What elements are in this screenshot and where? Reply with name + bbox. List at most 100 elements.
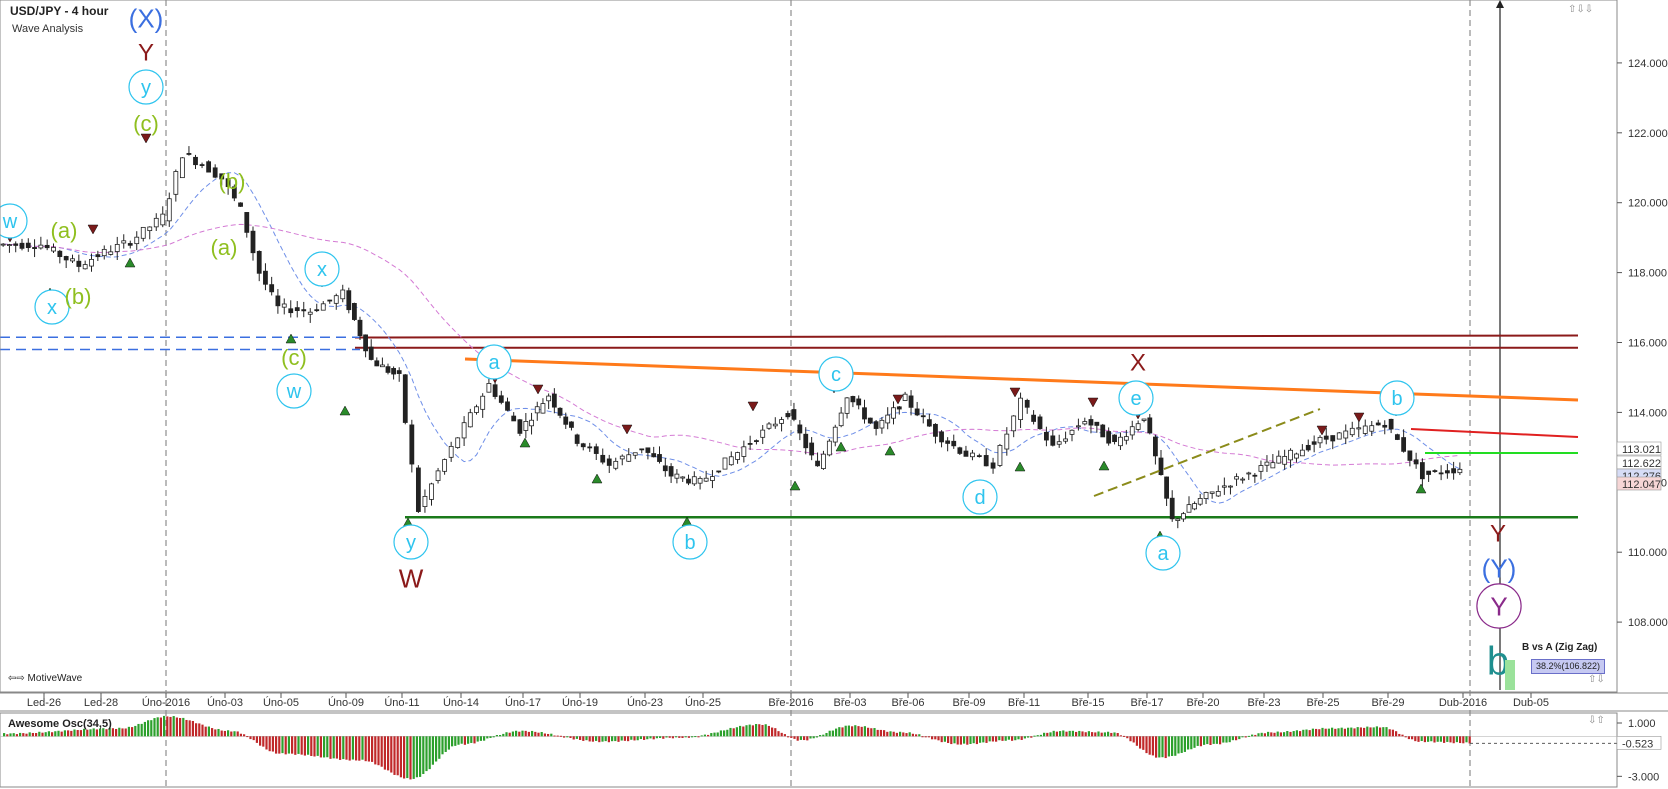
- wave-label-c: c: [818, 356, 854, 392]
- osc-bar: [1334, 728, 1337, 737]
- candle-body: [657, 454, 662, 462]
- wave-text: (b): [219, 169, 246, 194]
- wave-label-y: y: [128, 69, 164, 105]
- osc-bar: [86, 729, 89, 737]
- osc-bar: [771, 727, 774, 737]
- osc-value-text: -0.523: [1622, 738, 1653, 750]
- candle-body: [803, 433, 809, 449]
- osc-bar: [723, 730, 726, 737]
- osc-bar: [15, 734, 18, 737]
- osc-bar: [1129, 736, 1132, 742]
- osc-bar: [121, 728, 124, 737]
- osc-bar: [1337, 728, 1340, 737]
- wave-label-a: a: [476, 344, 512, 380]
- candle-body: [1050, 435, 1056, 446]
- osc-bar: [1148, 736, 1151, 755]
- osc-bar: [159, 717, 162, 737]
- osc-bar: [1327, 728, 1330, 737]
- osc-bar: [143, 721, 146, 737]
- osc-bar: [943, 736, 946, 742]
- osc-bar: [1087, 731, 1090, 737]
- wave-circle: [276, 373, 312, 409]
- window-controls-bottom[interactable]: ⇧⇩: [1588, 674, 1605, 685]
- trend-lines[interactable]: [464, 357, 1579, 497]
- wave-label-a: a: [1145, 535, 1181, 571]
- osc-bar: [924, 736, 927, 738]
- osc-bar: [1465, 736, 1468, 743]
- candle-body: [13, 243, 19, 246]
- candle-body: [275, 295, 281, 307]
- osc-tick-label: 1.000: [1628, 718, 1656, 730]
- wave-label-d: d: [962, 479, 998, 515]
- y-tick-label: 110.000: [1628, 547, 1667, 559]
- osc-bar: [550, 733, 553, 737]
- osc-bar: [262, 736, 265, 747]
- osc-bar: [988, 736, 991, 742]
- osc-bar: [671, 736, 674, 739]
- candle-body: [826, 440, 832, 456]
- osc-bar: [166, 716, 169, 737]
- candle-body: [1311, 441, 1317, 445]
- candle-body: [82, 264, 88, 270]
- osc-bar: [1286, 731, 1289, 737]
- chart-subtitle: Wave Analysis: [12, 23, 84, 35]
- osc-bar: [614, 736, 617, 742]
- window-controls-osc[interactable]: ⇩⇧: [1588, 715, 1605, 726]
- osc-bar: [844, 725, 847, 737]
- candle-body: [225, 178, 231, 188]
- osc-bar: [403, 736, 406, 779]
- candle-body: [320, 303, 326, 311]
- osc-bar: [271, 736, 274, 752]
- osc-bar: [1235, 736, 1238, 741]
- candle-body: [505, 401, 510, 411]
- candle-body: [351, 303, 357, 320]
- osc-bar: [486, 736, 489, 739]
- red-short-line[interactable]: [1410, 428, 1579, 438]
- candle-body: [385, 366, 391, 373]
- candle-body: [1375, 422, 1381, 426]
- osc-bar: [870, 728, 873, 737]
- candle-body: [908, 395, 914, 408]
- wave-text: (c): [281, 345, 307, 370]
- osc-bar: [726, 729, 729, 737]
- osc-bar: [812, 736, 815, 739]
- osc-bar: [748, 724, 751, 737]
- osc-bar: [355, 736, 358, 761]
- candle-body: [166, 198, 172, 222]
- fib-box-title: B vs A (Zig Zag): [1522, 642, 1598, 653]
- candle-body: [957, 447, 963, 454]
- candle-body: [976, 455, 982, 457]
- swing-low-marker-icon: [835, 441, 847, 452]
- olive-trendline[interactable]: [1093, 408, 1321, 497]
- osc-bar: [406, 736, 409, 779]
- wave-label-x: X: [1130, 350, 1146, 377]
- osc-bar: [1164, 736, 1167, 759]
- watermark-text: MotiveWave: [27, 673, 83, 684]
- osc-bar: [758, 724, 761, 737]
- candle-body: [1457, 468, 1463, 474]
- osc-bar: [838, 727, 841, 737]
- candle-body: [1118, 436, 1123, 447]
- candle-body: [396, 370, 402, 374]
- osc-bar: [383, 736, 386, 770]
- swing-low-marker-icon: [789, 480, 801, 491]
- osc-bar: [1359, 727, 1362, 737]
- osc-bar: [1001, 736, 1004, 741]
- osc-bar: [646, 736, 649, 740]
- osc-bar: [1023, 736, 1026, 739]
- osc-bar: [515, 730, 518, 737]
- osc-bar: [963, 736, 966, 744]
- osc-bar: [19, 732, 22, 737]
- price-pane-frame: [0, 0, 1618, 693]
- candle-body: [1343, 430, 1349, 439]
- osc-bar: [627, 736, 630, 742]
- osc-bar: [713, 732, 716, 737]
- window-controls-top[interactable]: ⇧⇩⇩: [1568, 4, 1594, 15]
- candle-body: [63, 256, 69, 261]
- candle-body: [760, 429, 766, 438]
- candle-body: [1438, 472, 1444, 475]
- osc-bar: [1158, 736, 1161, 758]
- candle-body: [231, 186, 237, 199]
- ma-slow: [3, 223, 1460, 466]
